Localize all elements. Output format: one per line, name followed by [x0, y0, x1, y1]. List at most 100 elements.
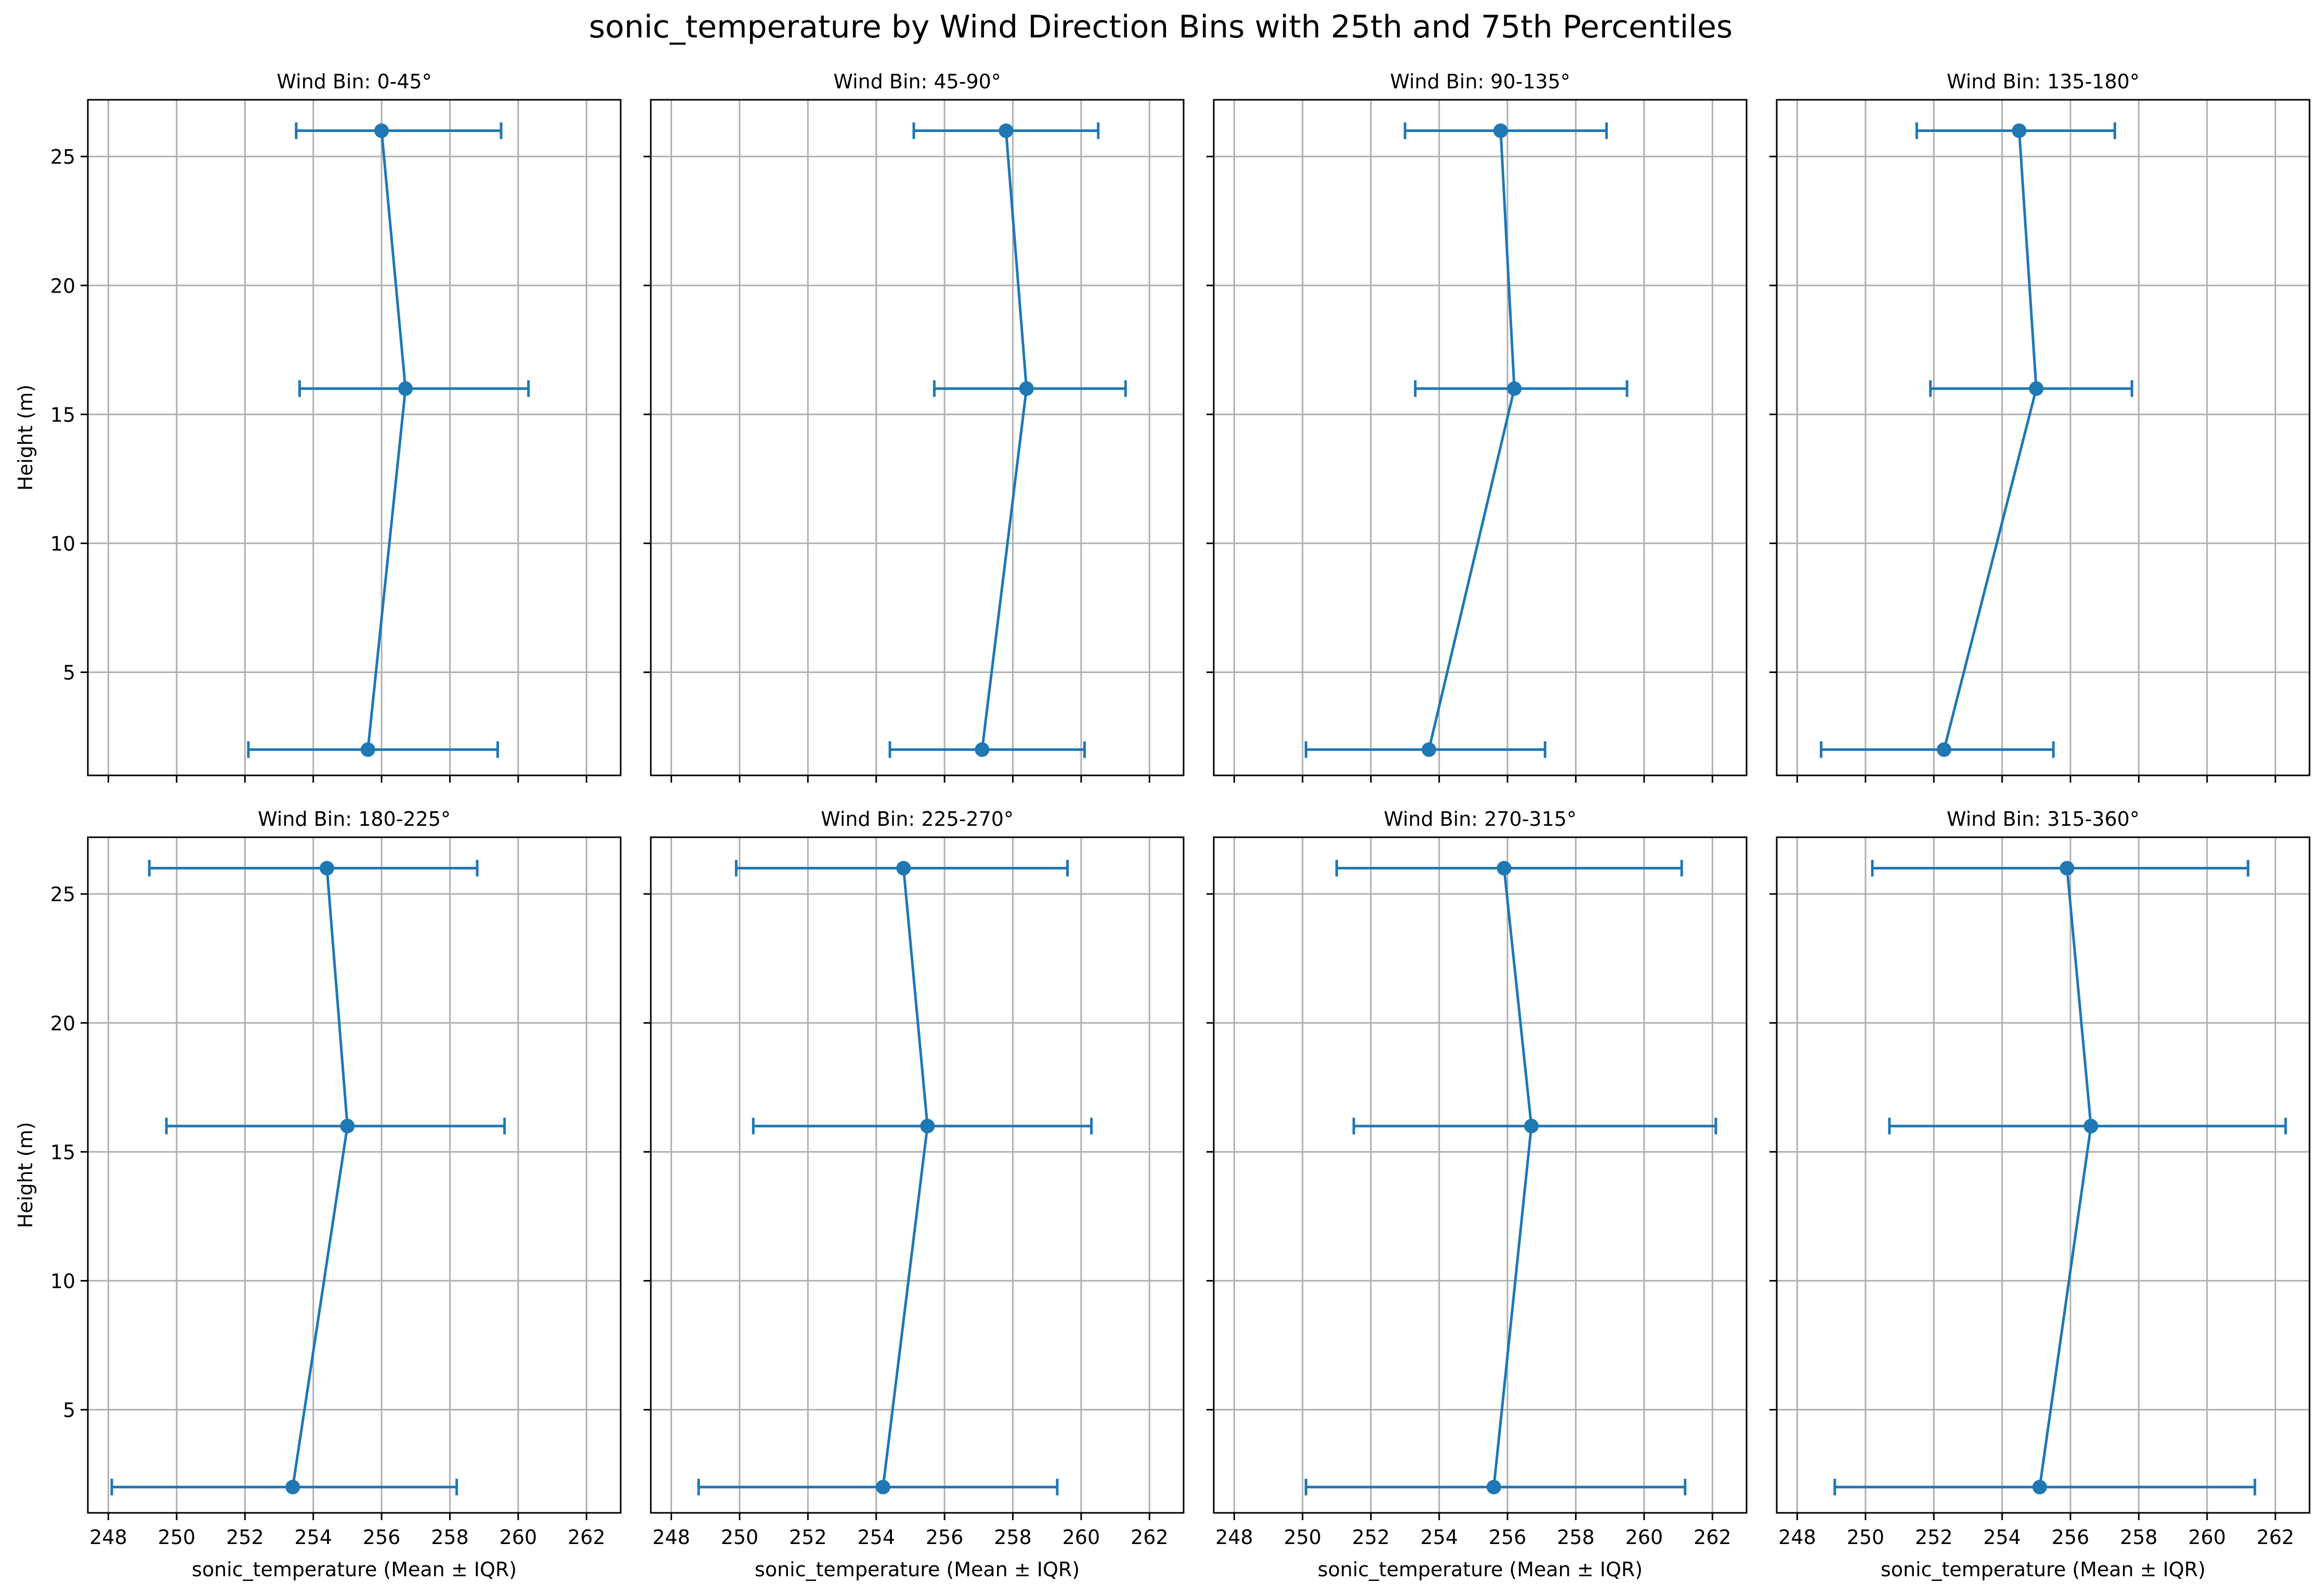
plot-frame [1213, 99, 1748, 776]
x-tick-label: 262 [1131, 1526, 1169, 1549]
mean-point [1936, 742, 1951, 757]
y-tick-label: 25 [50, 883, 75, 906]
subplot-title: Wind Bin: 90-135° [1390, 70, 1570, 93]
subplot-3: Wind Bin: 90-135° [1206, 70, 1748, 783]
mean-point [2029, 381, 2044, 396]
mean-point [920, 1118, 935, 1133]
x-tick-label: 256 [926, 1526, 964, 1549]
plot-frame [1213, 836, 1748, 1514]
x-tick-label: 260 [500, 1526, 537, 1549]
mean-point [1497, 861, 1512, 876]
x-tick-label: 256 [2052, 1526, 2090, 1549]
mean-line [366, 130, 407, 750]
mean-point [975, 742, 990, 757]
x-tick-label: 262 [1694, 1526, 1731, 1549]
subplot-6: 248 250 252 254 256 258 260 262 sonic_temperatur… [644, 808, 1185, 1581]
mean-point [285, 1480, 300, 1495]
mean-point [896, 861, 911, 876]
x-tick-label: 252 [789, 1526, 827, 1549]
y-tick-label: 15 [50, 1141, 75, 1164]
mean-point [1019, 381, 1034, 396]
subplot-7: 248 250 252 254 256 258 260 262 sonic_temperatur… [1206, 808, 1748, 1581]
mean-point [360, 742, 375, 757]
x-tick-label: 254 [1983, 1526, 2021, 1549]
mean-line [980, 130, 1028, 750]
x-tick-label: 262 [2257, 1526, 2294, 1549]
x-axis-label: sonic_temperature (Mean ± IQR) [1318, 1558, 1643, 1581]
subplot-1: 5 10 15 20 25 Height (m) Wind Bin: 0-45° [14, 70, 622, 783]
subplot-title: Wind Bin: 180-225° [258, 808, 451, 830]
y-tick-label: 10 [50, 532, 75, 555]
mean-point [319, 861, 334, 876]
mean-line [1492, 868, 1533, 1487]
y-tick-label: 20 [50, 1012, 75, 1035]
x-tick-label: 260 [1625, 1526, 1663, 1549]
x-tick-label: 254 [1420, 1526, 1458, 1549]
mean-point [875, 1480, 890, 1495]
mean-point [1524, 1118, 1539, 1133]
x-tick-label: 248 [1778, 1526, 1816, 1549]
x-tick-label: 252 [226, 1526, 264, 1549]
x-tick-label: 258 [994, 1526, 1032, 1549]
x-tick-label: 250 [158, 1526, 196, 1549]
y-axis-label: Height (m) [14, 385, 37, 491]
x-tick-label: 248 [652, 1526, 690, 1549]
x-axis-label: sonic_temperature (Mean ± IQR) [1881, 1558, 2206, 1581]
mean-line [2038, 868, 2093, 1487]
subplot-title: Wind Bin: 135-180° [1947, 70, 2140, 93]
y-tick-label: 15 [50, 403, 75, 426]
x-tick-label: 258 [2120, 1526, 2158, 1549]
subplot-2: Wind Bin: 45-90° [644, 70, 1185, 783]
subplot-title: Wind Bin: 45-90° [833, 70, 1001, 93]
subplot-title: Wind Bin: 0-45° [277, 70, 431, 93]
mean-line [1943, 130, 2038, 750]
plot-frame [87, 836, 622, 1514]
mean-point [398, 381, 413, 396]
subplot-title: Wind Bin: 225-270° [821, 808, 1014, 830]
mean-line [1427, 130, 1516, 750]
mean-point [340, 1118, 355, 1133]
x-tick-label: 248 [89, 1526, 127, 1549]
plot-frame [1776, 836, 2311, 1514]
figure-title: sonic_temperature by Wind Direction Bins… [589, 9, 1733, 45]
mean-point [1486, 1480, 1501, 1495]
x-tick-label: 258 [1557, 1526, 1595, 1549]
mean-line [882, 868, 929, 1487]
x-tick-label: 256 [363, 1526, 401, 1549]
mean-point [999, 123, 1014, 138]
y-tick-label: 5 [63, 1399, 75, 1422]
y-axis-label: Height (m) [14, 1122, 37, 1228]
x-tick-label: 260 [1062, 1526, 1100, 1549]
mean-point [1507, 381, 1522, 396]
x-tick-label: 252 [1915, 1526, 1953, 1549]
x-tick-label: 248 [1215, 1526, 1253, 1549]
mean-point [374, 123, 389, 138]
plot-frame [1776, 99, 2311, 776]
x-axis-label: sonic_temperature (Mean ± IQR) [192, 1558, 517, 1581]
x-tick-label: 250 [1847, 1526, 1885, 1549]
subplot-title: Wind Bin: 315-360° [1947, 808, 2140, 830]
mean-point [2012, 123, 2027, 138]
mean-point [2032, 1480, 2047, 1495]
y-tick-label: 5 [63, 662, 75, 684]
mean-point [2059, 861, 2075, 876]
mean-point [1493, 123, 1508, 138]
plot-frame [650, 99, 1185, 776]
x-tick-label: 258 [431, 1526, 469, 1549]
x-axis-label: sonic_temperature (Mean ± IQR) [755, 1558, 1080, 1581]
x-tick-label: 260 [2188, 1526, 2226, 1549]
mean-line [291, 868, 349, 1487]
subplot-5: 248 250 252 254 256 258 260 262 5 10 15 20 25 sonic_t… [14, 808, 622, 1581]
subplot-4: Wind Bin: 135-180° [1769, 70, 2311, 783]
x-tick-label: 252 [1352, 1526, 1390, 1549]
subplot-title: Wind Bin: 270-315° [1384, 808, 1577, 830]
x-tick-label: 250 [721, 1526, 759, 1549]
y-tick-label: 20 [50, 274, 75, 297]
x-tick-label: 256 [1489, 1526, 1527, 1549]
x-tick-label: 254 [294, 1526, 332, 1549]
mean-point [2083, 1118, 2098, 1133]
x-tick-label: 254 [857, 1526, 895, 1549]
y-tick-label: 25 [50, 146, 75, 168]
y-tick-label: 10 [50, 1270, 75, 1292]
